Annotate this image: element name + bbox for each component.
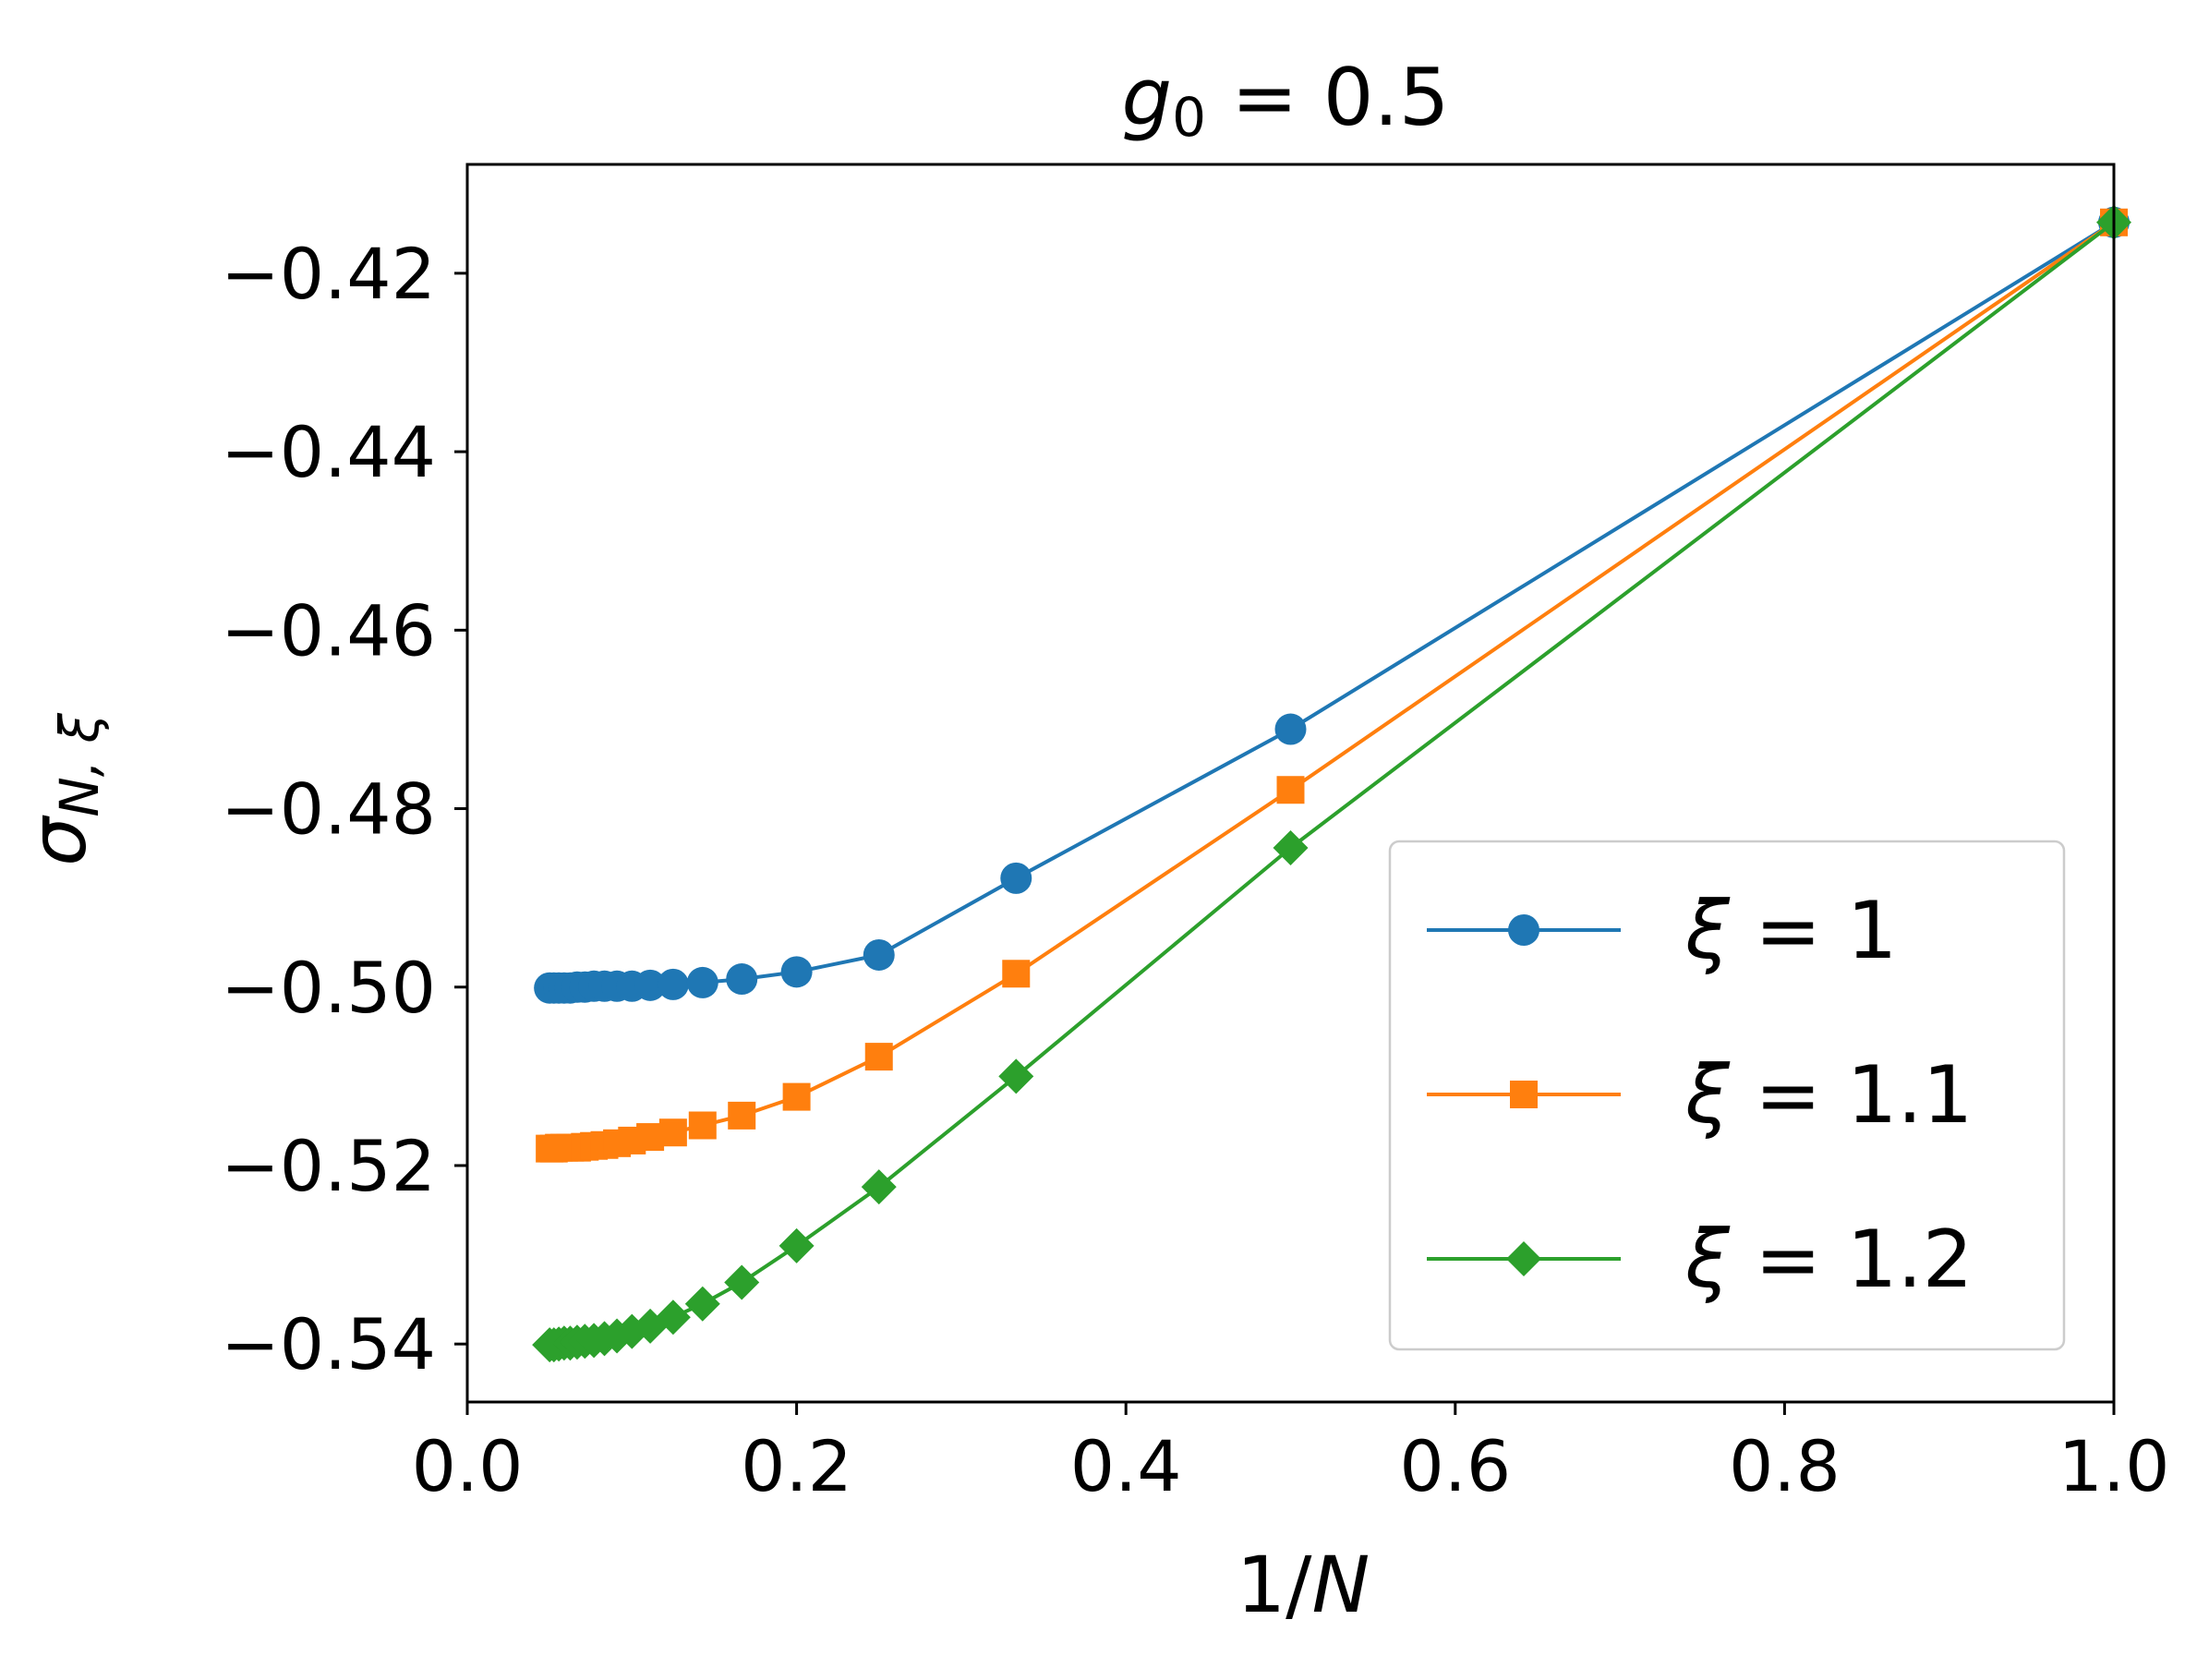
legend-marker [1506,1241,1541,1276]
title-symbol: g [1121,52,1172,144]
title-subscript: 0 [1172,86,1206,149]
y-tick-label: −0.44 [221,411,436,493]
legend-value: = 1.2 [1730,1214,1974,1306]
x-axis-label: 1/N [1237,1540,1370,1630]
x-axis-prefix: 1/ [1237,1540,1312,1630]
y-axis-subscript: N, ξ [48,712,111,816]
plot-series [532,204,2131,1363]
x-tick-label: 0.2 [741,1425,852,1507]
x-axis-symbol: N [1311,1540,1370,1630]
data-point [998,1058,1034,1094]
legend-item: ξ = 1.1 [1427,1049,1973,1142]
data-point [658,1118,687,1147]
data-point [779,1227,815,1263]
y-axis-label: σN, ξ [13,712,111,866]
plot-area-frame [465,163,2116,1404]
y-tick-label: −0.42 [221,233,436,315]
legend-label: ξ = 1 [1684,885,1897,977]
data-point [726,963,758,996]
data-point [688,1111,717,1140]
data-point [655,1299,691,1336]
data-point [657,968,689,1000]
data-point [861,1169,897,1205]
series-3 [532,204,2131,1363]
data-point [1276,776,1305,804]
y-tick-label: −0.46 [221,589,436,671]
data-point [780,956,813,988]
y-tick-label: −0.50 [221,947,436,1029]
legend-value: = 1.1 [1730,1049,1974,1142]
data-point [684,1286,720,1322]
legend-value: = 1 [1730,885,1897,977]
x-axis-ticks: 0.0 0.2 0.4 0.6 0.8 1.0 [412,1402,2170,1507]
legend: ξ = 1ξ = 1.1ξ = 1.2 [1388,840,2066,1351]
data-point [724,1264,760,1300]
legend-item: ξ = 1.2 [1427,1214,1973,1306]
data-point [686,966,718,998]
data-point [863,938,895,971]
chart-title: g0 = 0.5 [1121,52,1449,149]
data-point [1274,713,1307,745]
data-point [1000,862,1032,894]
data-point [728,1101,756,1130]
legend-item: ξ = 1 [1427,885,1897,977]
data-point [1273,830,1309,866]
y-tick-label: −0.54 [221,1303,436,1385]
data-point [782,1082,811,1111]
data-point [864,1043,893,1071]
y-axis-symbol: σ [13,815,103,866]
series-2 [536,208,2128,1163]
x-tick-label: 0.6 [1399,1425,1511,1507]
title-rest: = 0.5 [1206,52,1450,144]
legend-marker [1510,1081,1538,1108]
y-tick-label: −0.48 [221,768,436,851]
legend-symbol: ξ [1684,1049,1731,1142]
legend-label: ξ = 1.1 [1684,1049,1973,1142]
legend-label: ξ = 1.2 [1684,1214,1973,1306]
legend-symbol: ξ [1684,1214,1731,1306]
x-tick-label: 0.8 [1729,1425,1841,1507]
legend-marker [1508,914,1539,946]
data-point [634,969,667,1001]
x-tick-label: 0.4 [1070,1425,1182,1507]
legend-symbol: ξ [1684,885,1731,977]
x-tick-label: 1.0 [2058,1425,2170,1507]
legend-box [1388,840,2066,1351]
data-point [1002,960,1031,988]
x-tick-label: 0.0 [412,1425,524,1507]
y-axis-ticks: −0.42 −0.44 −0.46 −0.48 −0.50 −0.52 −0.54 [221,233,467,1385]
y-tick-label: −0.52 [221,1125,436,1207]
